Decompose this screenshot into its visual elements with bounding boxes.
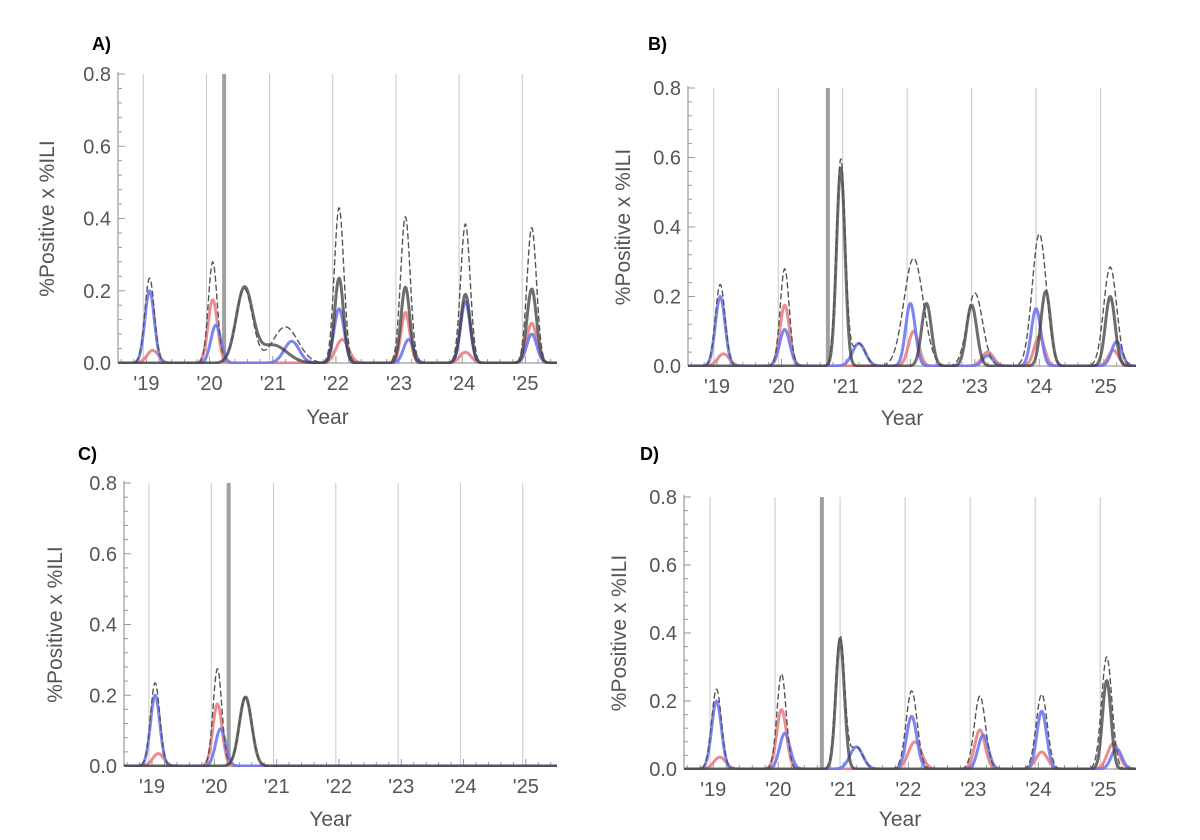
series-line-total xyxy=(684,634,1136,770)
panel-label: C) xyxy=(78,444,97,464)
x-axis-title: Year xyxy=(881,407,923,430)
x-tick-label: '21 xyxy=(833,376,859,398)
x-tick-label: '19 xyxy=(700,779,726,801)
y-tick-label: 0.2 xyxy=(649,691,677,713)
y-tick-label: 0.4 xyxy=(653,217,681,239)
x-tick-label: '20 xyxy=(765,779,791,801)
x-tick-label: '21 xyxy=(260,373,286,395)
y-axis-title: %Positive x %ILI xyxy=(44,546,67,702)
x-tick-label: '23 xyxy=(960,779,986,801)
series-line-blue xyxy=(124,693,557,767)
x-tick-label: '20 xyxy=(768,376,794,398)
y-tick-label: 0.8 xyxy=(89,473,117,495)
x-tick-label: '19 xyxy=(704,376,730,398)
panel-label: B) xyxy=(648,34,667,54)
x-tick-label: '22 xyxy=(326,776,352,798)
x-tick-label: '23 xyxy=(388,776,414,798)
x-tick-label: '24 xyxy=(451,776,477,798)
x-tick-label: '25 xyxy=(1090,779,1116,801)
y-tick-label: 0.8 xyxy=(653,78,681,100)
x-tick-label: '21 xyxy=(830,779,856,801)
x-axis-title: Year xyxy=(879,808,921,831)
y-tick-label: 0.8 xyxy=(83,64,111,86)
y-axis-title: %Positive x %ILI xyxy=(608,555,631,711)
x-tick-label: '25 xyxy=(513,776,539,798)
y-tick-label: 0.2 xyxy=(653,287,681,309)
x-tick-label: '19 xyxy=(139,776,165,798)
x-axis-title: Year xyxy=(306,406,348,429)
y-tick-label: 0.0 xyxy=(83,353,111,375)
x-tick-label: '25 xyxy=(512,373,538,395)
panel-1: A) 0.0 0.2 0.4 0.6 0.8 '19 '20 '21 '22 '23 '24 '25 Ye… xyxy=(36,34,557,429)
y-tick-label: 0.4 xyxy=(89,615,117,637)
y-tick-label: 0.4 xyxy=(83,209,111,231)
y-tick-label: 0.0 xyxy=(653,356,681,378)
y-tick-label: 0.0 xyxy=(89,756,117,778)
series-line-dark xyxy=(118,276,557,364)
panel-label: A) xyxy=(92,34,111,54)
x-tick-label: '25 xyxy=(1091,376,1117,398)
series-group xyxy=(684,634,1136,770)
series-line-total xyxy=(124,668,557,767)
panel-label: D) xyxy=(640,444,659,464)
y-tick-label: 0.2 xyxy=(89,685,117,707)
x-tick-label: '24 xyxy=(449,373,475,395)
series-line-blue xyxy=(684,699,1136,770)
x-tick-label: '24 xyxy=(1026,376,1052,398)
panel-2: B) 0.0 0.2 0.4 0.6 0.8 '19 '20 '21 '22 '23 '24 '25 Ye… xyxy=(612,34,1136,430)
y-axis-title: %Positive x %ILI xyxy=(612,149,635,305)
x-tick-label: '22 xyxy=(895,779,921,801)
series-group xyxy=(118,207,557,364)
x-tick-label: '22 xyxy=(323,373,349,395)
x-tick-label: '23 xyxy=(962,376,988,398)
series-line-total xyxy=(118,207,557,364)
series-line-total xyxy=(688,158,1136,367)
x-tick-label: '22 xyxy=(897,376,923,398)
x-tick-label: '24 xyxy=(1025,779,1051,801)
series-line-red xyxy=(124,702,557,767)
y-tick-label: 0.2 xyxy=(83,281,111,303)
series-line-dark xyxy=(124,695,557,767)
y-tick-label: 0.6 xyxy=(89,544,117,566)
panel-3: C) 0.0 0.2 0.4 0.6 0.8 '19 '20 '21 '22 '23 '24 '25 Ye… xyxy=(44,444,557,831)
y-tick-label: 0.4 xyxy=(649,623,677,645)
x-tick-label: '21 xyxy=(264,776,290,798)
y-axis-title: %Positive x %ILI xyxy=(36,140,59,296)
y-tick-label: 0.0 xyxy=(649,759,677,781)
series-group xyxy=(124,668,557,767)
y-tick-label: 0.8 xyxy=(649,487,677,509)
y-tick-label: 0.6 xyxy=(649,555,677,577)
series-line-blue xyxy=(118,289,557,364)
x-tick-label: '19 xyxy=(133,373,159,395)
y-tick-label: 0.6 xyxy=(653,148,681,170)
x-tick-label: '23 xyxy=(386,373,412,395)
y-tick-label: 0.6 xyxy=(83,136,111,158)
x-tick-label: '20 xyxy=(201,776,227,798)
x-axis-title: Year xyxy=(309,808,351,831)
series-group xyxy=(688,158,1136,367)
panel-4: D) 0.0 0.2 0.4 0.6 0.8 '19 '20 '21 '22 '23 '24 '25 Ye… xyxy=(608,444,1136,831)
x-tick-label: '20 xyxy=(197,373,223,395)
